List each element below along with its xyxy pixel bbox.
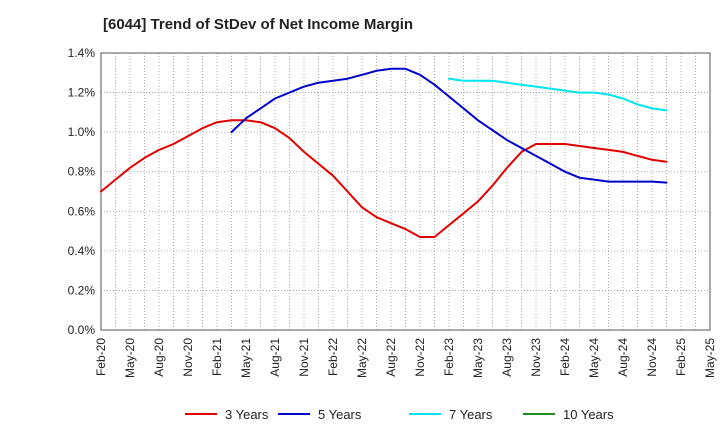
legend-label-3-years: 3 Years xyxy=(225,407,269,422)
x-tick-label: Feb-21 xyxy=(210,338,224,376)
y-tick-label: 1.0% xyxy=(68,125,96,139)
legend-label-10-years: 10 Years xyxy=(563,407,614,422)
x-tick-label: Aug-22 xyxy=(384,338,398,377)
x-tick-label: May-23 xyxy=(471,338,485,378)
x-tick-label: Aug-21 xyxy=(268,338,282,377)
series-line-3-years xyxy=(100,119,668,238)
x-tick-label: Aug-24 xyxy=(616,338,630,377)
x-tick-label: Feb-20 xyxy=(94,338,108,376)
legend-label-5-years: 5 Years xyxy=(318,407,362,422)
series-line-7-years xyxy=(448,77,668,112)
x-tick-label: Feb-25 xyxy=(674,338,688,376)
x-tick-label: Aug-23 xyxy=(500,338,514,377)
x-tick-label: Aug-20 xyxy=(152,338,166,377)
y-tick-label: 1.2% xyxy=(68,86,96,100)
y-tick-label: 0.8% xyxy=(68,165,96,179)
chart-title: [6044] Trend of StDev of Net Income Marg… xyxy=(103,16,414,33)
y-tick-label: 0.6% xyxy=(68,204,96,218)
x-axis-tick-labels: Feb-20 May-20 Aug-20 Nov-20 Feb-21 May-21 Aug-… xyxy=(94,338,717,378)
x-tick-label: May-22 xyxy=(355,338,369,378)
x-tick-label: Nov-23 xyxy=(529,338,543,377)
x-tick-label: Feb-24 xyxy=(558,338,572,376)
x-tick-label: May-21 xyxy=(239,338,253,378)
x-tick-label: Feb-23 xyxy=(442,338,456,376)
legend-label-7-years: 7 Years xyxy=(449,407,493,422)
x-tick-label: Feb-22 xyxy=(326,338,340,376)
grid-lines xyxy=(101,52,710,330)
x-tick-label: Nov-20 xyxy=(181,338,195,377)
y-tick-label: 1.4% xyxy=(68,46,96,60)
legend: 3 Years 5 Years 7 Years 10 Years xyxy=(185,407,614,422)
y-tick-label: 0.0% xyxy=(68,323,96,337)
y-tick-label: 0.4% xyxy=(68,244,96,258)
series-lines xyxy=(100,67,668,238)
x-tick-label: Nov-24 xyxy=(645,338,659,377)
x-tick-label: May-24 xyxy=(587,338,601,378)
y-tick-label: 0.2% xyxy=(68,283,96,297)
x-tick-label: Nov-21 xyxy=(297,338,311,377)
x-tick-label: May-25 xyxy=(703,338,717,378)
series-line-5-years xyxy=(230,67,668,184)
x-tick-label: May-20 xyxy=(123,338,137,378)
y-axis-tick-labels: 0.0% 0.2% 0.4% 0.6% 0.8% 1.0% 1.2% 1.4% xyxy=(68,46,96,337)
x-tick-label: Nov-22 xyxy=(413,338,427,377)
